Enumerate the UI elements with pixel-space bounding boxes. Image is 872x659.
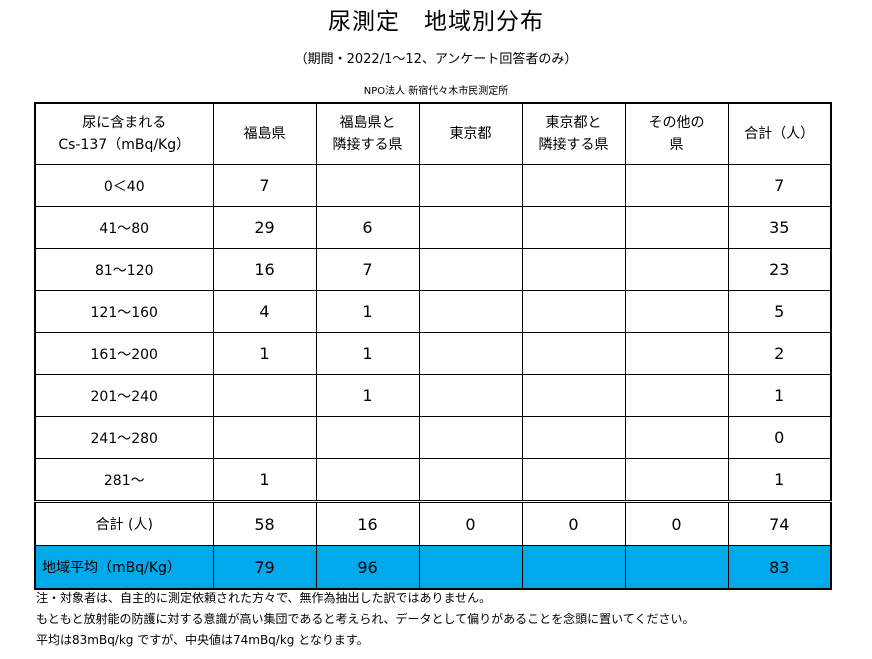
table-row: 241～280 0 — [34, 416, 832, 459]
table-cell — [521, 416, 626, 459]
table-cell — [521, 458, 626, 502]
range-cell: 201～240 — [34, 374, 214, 417]
table-cell: 1 — [212, 458, 317, 502]
average-cell: 79 — [212, 545, 317, 590]
table-cell — [418, 374, 523, 417]
organization-name: NPO法人 新宿代々木市民測定所 — [363, 86, 509, 97]
table-cell — [315, 458, 420, 502]
table-row: 81～120 16 7 23 — [34, 248, 832, 291]
table-cell — [624, 290, 729, 333]
table-cell — [624, 374, 729, 417]
range-cell: 241～280 — [34, 416, 214, 459]
note-line: 平均は83mBq/kg ですが、中央値は74mBq/kg となります。 — [36, 633, 369, 647]
average-cell: 83 — [727, 545, 832, 590]
average-cell — [624, 545, 729, 590]
table-row: 0＜40 7 7 — [34, 164, 832, 207]
page-title: 尿測定 地域別分布 — [328, 9, 544, 35]
table-cell — [624, 458, 729, 502]
table-cell: 35 — [727, 206, 832, 249]
total-cell: 0 — [521, 500, 626, 546]
table-cell: 23 — [727, 248, 832, 291]
average-cell — [418, 545, 523, 590]
table-cell — [521, 248, 626, 291]
average-cell — [521, 545, 626, 590]
table-row: 41～80 29 6 35 — [34, 206, 832, 249]
header-tokyo: 東京都 — [418, 102, 523, 165]
table-cell: 16 — [212, 248, 317, 291]
table-cell: 7 — [315, 248, 420, 291]
table-cell — [315, 164, 420, 207]
header-fukushima-adjacent: 福島県と 隣接する県 — [315, 102, 420, 165]
table-row: 281～ 1 1 — [34, 458, 832, 502]
table-cell: 5 — [727, 290, 832, 333]
table-cell: 29 — [212, 206, 317, 249]
distribution-table: 尿に含まれる Cs-137（mBq/Kg） 福島県 福島県と 隣接する県 東京都 東… — [34, 102, 832, 590]
table-cell: 1 — [212, 332, 317, 375]
range-cell: 0＜40 — [34, 164, 214, 207]
total-row: 合計 (人) 58 16 0 0 0 74 — [34, 500, 832, 546]
table-row: 201～240 1 1 — [34, 374, 832, 417]
table-cell — [418, 206, 523, 249]
table-cell — [521, 290, 626, 333]
table-cell — [624, 164, 729, 207]
table-cell: 6 — [315, 206, 420, 249]
header-tokyo-adjacent: 東京都と 隣接する県 — [521, 102, 626, 165]
total-cell: 0 — [418, 500, 523, 546]
note-line: 注・対象者は、自主的に測定依頼された方々で、無作為抽出した訳ではありません。 — [36, 591, 492, 605]
table-cell — [521, 374, 626, 417]
table-cell — [624, 332, 729, 375]
header-total: 合計（人） — [727, 102, 832, 165]
table-cell: 1 — [315, 290, 420, 333]
table-cell — [418, 290, 523, 333]
average-cell: 96 — [315, 545, 420, 590]
header-fukushima: 福島県 — [212, 102, 317, 165]
total-cell: 74 — [727, 500, 832, 546]
average-row: 地域平均（mBq/Kg） 79 96 83 — [34, 545, 832, 590]
table-cell — [418, 164, 523, 207]
table-cell — [418, 248, 523, 291]
table-cell: 1 — [315, 332, 420, 375]
average-label: 地域平均（mBq/Kg） — [34, 545, 214, 590]
table-cell — [521, 164, 626, 207]
table-cell: 7 — [727, 164, 832, 207]
table-cell: 1 — [727, 374, 832, 417]
period-subtitle: （期間・2022/1～12、アンケート回答者のみ） — [294, 52, 578, 67]
table-row: 161～200 1 1 2 — [34, 332, 832, 375]
table-cell: 2 — [727, 332, 832, 375]
range-cell: 121～160 — [34, 290, 214, 333]
header-row: 尿に含まれる Cs-137（mBq/Kg） 福島県 福島県と 隣接する県 東京都 東… — [34, 102, 832, 165]
note-line: もともと放射能の防護に対する意識が高い集団であると考えられ、データとして偏りがあ… — [36, 612, 695, 626]
table-cell — [418, 458, 523, 502]
notes-block: 注・対象者は、自主的に測定依頼された方々で、無作為抽出した訳ではありません。 も… — [36, 588, 694, 651]
table-cell — [315, 416, 420, 459]
range-cell: 81～120 — [34, 248, 214, 291]
table-cell — [624, 416, 729, 459]
table-cell — [624, 248, 729, 291]
table-cell — [212, 374, 317, 417]
range-cell: 161～200 — [34, 332, 214, 375]
total-cell: 16 — [315, 500, 420, 546]
range-cell: 281～ — [34, 458, 214, 502]
total-label: 合計 (人) — [34, 500, 214, 546]
total-cell: 0 — [624, 500, 729, 546]
header-other: その他の県 — [624, 102, 729, 165]
table-cell: 1 — [727, 458, 832, 502]
table-cell — [624, 206, 729, 249]
table-cell: 0 — [727, 416, 832, 459]
table-cell — [418, 416, 523, 459]
table-cell: 7 — [212, 164, 317, 207]
table-cell: 4 — [212, 290, 317, 333]
header-cs137: 尿に含まれる Cs-137（mBq/Kg） — [34, 102, 214, 165]
table-row: 121～160 4 1 5 — [34, 290, 832, 333]
table-cell: 1 — [315, 374, 420, 417]
total-cell: 58 — [212, 500, 317, 546]
table-cell — [521, 206, 626, 249]
table-cell — [212, 416, 317, 459]
table-cell — [418, 332, 523, 375]
table-cell — [521, 332, 626, 375]
range-cell: 41～80 — [34, 206, 214, 249]
